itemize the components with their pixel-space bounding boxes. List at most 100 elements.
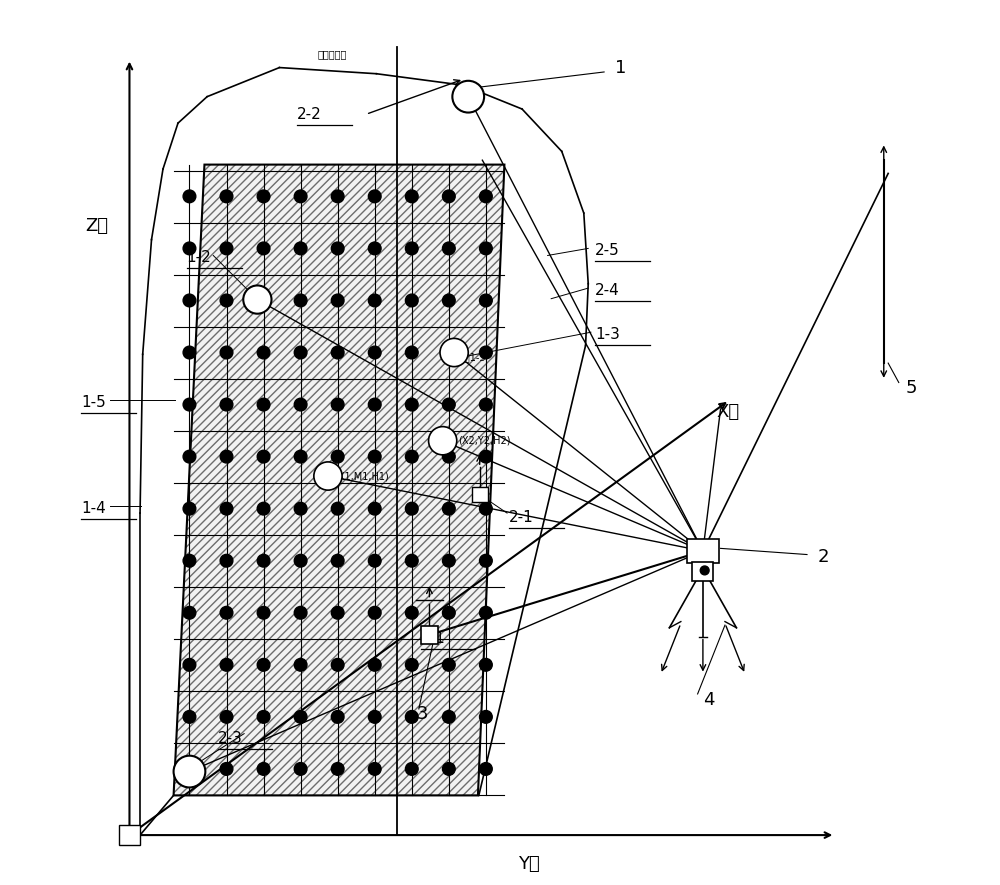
Circle shape xyxy=(257,398,270,411)
Circle shape xyxy=(294,658,307,671)
Circle shape xyxy=(183,658,196,671)
Circle shape xyxy=(442,450,455,463)
Circle shape xyxy=(405,398,418,411)
Circle shape xyxy=(331,294,344,307)
Circle shape xyxy=(183,763,196,775)
Circle shape xyxy=(220,450,233,463)
Circle shape xyxy=(294,503,307,515)
Circle shape xyxy=(368,242,381,255)
Circle shape xyxy=(442,242,455,255)
Circle shape xyxy=(405,658,418,671)
Circle shape xyxy=(405,242,418,255)
Circle shape xyxy=(220,503,233,515)
Text: 1-4: 1-4 xyxy=(81,501,106,516)
Text: (X1,M1,H1): (X1,M1,H1) xyxy=(334,471,389,481)
Text: 1: 1 xyxy=(615,58,626,77)
Circle shape xyxy=(480,711,492,723)
Text: 2: 2 xyxy=(818,548,829,566)
Circle shape xyxy=(405,606,418,619)
Circle shape xyxy=(220,554,233,567)
Text: 1-5: 1-5 xyxy=(81,396,106,411)
Circle shape xyxy=(183,450,196,463)
Circle shape xyxy=(429,427,457,455)
Circle shape xyxy=(220,658,233,671)
Circle shape xyxy=(183,711,196,723)
Circle shape xyxy=(257,554,270,567)
Circle shape xyxy=(442,346,455,358)
Circle shape xyxy=(257,294,270,307)
Circle shape xyxy=(183,606,196,619)
Circle shape xyxy=(368,658,381,671)
Circle shape xyxy=(442,658,455,671)
Circle shape xyxy=(368,190,381,203)
Circle shape xyxy=(442,763,455,775)
Circle shape xyxy=(294,763,307,775)
Circle shape xyxy=(183,242,196,255)
Circle shape xyxy=(294,190,307,203)
Circle shape xyxy=(294,398,307,411)
Circle shape xyxy=(183,346,196,358)
Circle shape xyxy=(183,503,196,515)
Circle shape xyxy=(405,503,418,515)
Circle shape xyxy=(331,503,344,515)
Circle shape xyxy=(257,711,270,723)
Circle shape xyxy=(405,346,418,358)
Circle shape xyxy=(442,294,455,307)
Circle shape xyxy=(257,450,270,463)
Circle shape xyxy=(183,398,196,411)
Circle shape xyxy=(257,503,270,515)
Text: (X2,Y2,H2): (X2,Y2,H2) xyxy=(459,435,511,446)
Circle shape xyxy=(368,294,381,307)
Text: 3: 3 xyxy=(416,705,428,723)
Circle shape xyxy=(331,398,344,411)
Text: 测皙1-3: 测皙1-3 xyxy=(459,352,486,362)
Circle shape xyxy=(294,606,307,619)
Circle shape xyxy=(257,190,270,203)
Text: 2-4: 2-4 xyxy=(595,283,620,298)
Text: 1-2: 1-2 xyxy=(187,250,212,265)
Circle shape xyxy=(480,606,492,619)
Circle shape xyxy=(405,450,418,463)
Circle shape xyxy=(480,658,492,671)
Circle shape xyxy=(220,711,233,723)
Circle shape xyxy=(331,763,344,775)
Circle shape xyxy=(257,763,270,775)
Text: 1-3: 1-3 xyxy=(595,327,620,342)
Circle shape xyxy=(700,566,709,575)
Circle shape xyxy=(442,554,455,567)
Circle shape xyxy=(257,242,270,255)
Circle shape xyxy=(257,606,270,619)
Circle shape xyxy=(368,346,381,358)
Circle shape xyxy=(368,763,381,775)
Circle shape xyxy=(405,711,418,723)
Circle shape xyxy=(331,346,344,358)
Bar xyxy=(421,626,438,643)
Circle shape xyxy=(405,554,418,567)
Circle shape xyxy=(442,190,455,203)
Circle shape xyxy=(480,503,492,515)
Bar xyxy=(119,826,140,845)
Circle shape xyxy=(480,763,492,775)
Circle shape xyxy=(480,346,492,358)
Circle shape xyxy=(480,190,492,203)
Text: X轴: X轴 xyxy=(716,403,739,420)
Text: 1-1: 1-1 xyxy=(421,631,445,646)
Circle shape xyxy=(405,763,418,775)
Circle shape xyxy=(220,190,233,203)
Circle shape xyxy=(243,286,272,313)
Circle shape xyxy=(314,462,342,490)
Circle shape xyxy=(294,450,307,463)
Circle shape xyxy=(405,294,418,307)
Text: 5: 5 xyxy=(906,379,917,396)
Circle shape xyxy=(183,554,196,567)
Text: 垂直坐标轴: 垂直坐标轴 xyxy=(317,50,347,59)
Circle shape xyxy=(174,756,205,788)
Circle shape xyxy=(452,81,484,112)
Circle shape xyxy=(368,554,381,567)
Bar xyxy=(472,487,488,503)
Circle shape xyxy=(294,346,307,358)
Circle shape xyxy=(480,242,492,255)
Text: 2-5: 2-5 xyxy=(595,242,620,258)
Circle shape xyxy=(368,606,381,619)
Circle shape xyxy=(442,606,455,619)
